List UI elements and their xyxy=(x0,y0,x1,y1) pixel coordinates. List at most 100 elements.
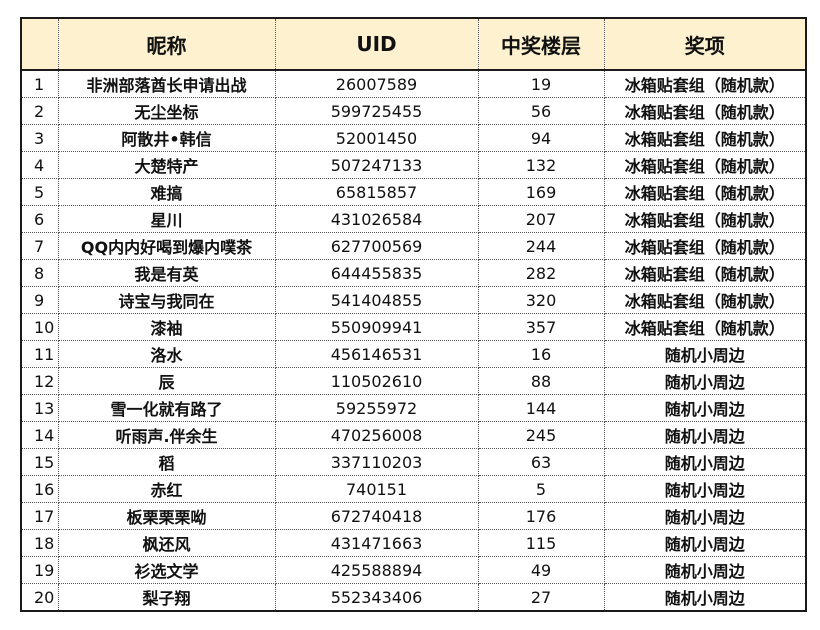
prize-cell: 冰箱贴套组（随机款） xyxy=(603,259,807,287)
uid-cell: 26007589 xyxy=(274,70,479,98)
prize-cell: 随机小周边 xyxy=(603,502,807,530)
row-number-cell: 12 xyxy=(20,367,59,395)
row-number-cell: 6 xyxy=(20,205,59,233)
table-row: 3 阿散井•韩信 52001450 94 冰箱贴套组（随机款） xyxy=(20,124,807,152)
uid-cell: 431026584 xyxy=(274,205,479,233)
floor-cell: 282 xyxy=(477,259,605,287)
floor-cell: 5 xyxy=(477,475,605,503)
row-number-cell: 20 xyxy=(20,583,59,612)
prize-cell: 随机小周边 xyxy=(603,421,807,449)
row-number-cell: 16 xyxy=(20,475,59,503)
floor-cell: 169 xyxy=(477,178,605,206)
prize-cell: 随机小周边 xyxy=(603,556,807,584)
table-row: 13 雪一化就有路了 59255972 144 随机小周边 xyxy=(20,394,807,422)
floor-cell: 19 xyxy=(477,70,605,98)
uid-cell: 59255972 xyxy=(274,394,479,422)
table-row: 18 枫还风 431471663 115 随机小周边 xyxy=(20,529,807,557)
prize-cell: 冰箱贴套组（随机款） xyxy=(603,232,807,260)
row-number-cell: 15 xyxy=(20,448,59,476)
floor-cell: 49 xyxy=(477,556,605,584)
nickname-cell: 星川 xyxy=(57,205,276,233)
row-number-cell: 9 xyxy=(20,286,59,314)
uid-cell: 627700569 xyxy=(274,232,479,260)
nickname-cell: 洛水 xyxy=(57,340,276,368)
uid-cell: 425588894 xyxy=(274,556,479,584)
uid-cell: 337110203 xyxy=(274,448,479,476)
uid-cell: 65815857 xyxy=(274,178,479,206)
row-number-cell: 13 xyxy=(20,394,59,422)
table-row: 7 QQ内内好喝到爆内噗茶 627700569 244 冰箱贴套组（随机款） xyxy=(20,232,807,260)
uid-cell: 110502610 xyxy=(274,367,479,395)
table-row: 6 星川 431026584 207 冰箱贴套组（随机款） xyxy=(20,205,807,233)
floor-cell: 88 xyxy=(477,367,605,395)
row-number-cell: 14 xyxy=(20,421,59,449)
uid-cell: 644455835 xyxy=(274,259,479,287)
row-number-cell: 3 xyxy=(20,124,59,152)
prize-cell: 冰箱贴套组（随机款） xyxy=(603,178,807,206)
prize-cell: 随机小周边 xyxy=(603,340,807,368)
prize-cell: 随机小周边 xyxy=(603,394,807,422)
winners-table: 昵称 UID 中奖楼层 奖项 1 非洲部落酋长申请出战 26007589 19 冰箱贴套… xyxy=(20,17,807,612)
prize-cell: 冰箱贴套组（随机款） xyxy=(603,286,807,314)
table-row: 1 非洲部落酋长申请出战 26007589 19 冰箱贴套组（随机款） xyxy=(20,70,807,98)
row-number-cell: 17 xyxy=(20,502,59,530)
row-number-cell: 2 xyxy=(20,97,59,125)
row-number-cell: 19 xyxy=(20,556,59,584)
table-header: 昵称 UID 中奖楼层 奖项 xyxy=(20,17,807,71)
prize-cell: 随机小周边 xyxy=(603,448,807,476)
prize-cell: 冰箱贴套组（随机款） xyxy=(603,151,807,179)
row-number-cell: 10 xyxy=(20,313,59,341)
uid-cell: 52001450 xyxy=(274,124,479,152)
nickname-cell: 枫还风 xyxy=(57,529,276,557)
row-number-cell: 5 xyxy=(20,178,59,206)
table-row: 8 我是有英 644455835 282 冰箱贴套组（随机款） xyxy=(20,259,807,287)
uid-cell: 456146531 xyxy=(274,340,479,368)
nickname-cell: 阿散井•韩信 xyxy=(57,124,276,152)
uid-cell: 470256008 xyxy=(274,421,479,449)
table-row: 16 赤红 740151 5 随机小周边 xyxy=(20,475,807,503)
table-row: 10 漆袖 550909941 357 冰箱贴套组（随机款） xyxy=(20,313,807,341)
floor-cell: 27 xyxy=(477,583,605,612)
prize-cell: 冰箱贴套组（随机款） xyxy=(603,205,807,233)
floor-cell: 56 xyxy=(477,97,605,125)
table-row: 17 板栗栗栗呦 672740418 176 随机小周边 xyxy=(20,502,807,530)
row-number-cell: 8 xyxy=(20,259,59,287)
uid-cell: 550909941 xyxy=(274,313,479,341)
table-row: 15 稻 337110203 63 随机小周边 xyxy=(20,448,807,476)
floor-cell: 132 xyxy=(477,151,605,179)
nickname-cell: 雪一化就有路了 xyxy=(57,394,276,422)
table-row: 19 衫选文学 425588894 49 随机小周边 xyxy=(20,556,807,584)
nickname-cell: 难搞 xyxy=(57,178,276,206)
nickname-cell: 非洲部落酋长申请出战 xyxy=(57,70,276,98)
nickname-cell: 我是有英 xyxy=(57,259,276,287)
nickname-cell: 梨子翔 xyxy=(57,583,276,612)
prize-cell: 随机小周边 xyxy=(603,529,807,557)
table-row: 11 洛水 456146531 16 随机小周边 xyxy=(20,340,807,368)
table-row: 5 难搞 65815857 169 冰箱贴套组（随机款） xyxy=(20,178,807,206)
row-number-cell: 7 xyxy=(20,232,59,260)
header-row: 昵称 UID 中奖楼层 奖项 xyxy=(20,17,807,71)
floor-cell: 244 xyxy=(477,232,605,260)
uid-cell: 431471663 xyxy=(274,529,479,557)
floor-cell: 176 xyxy=(477,502,605,530)
nickname-cell: 板栗栗栗呦 xyxy=(57,502,276,530)
nickname-cell: 衫选文学 xyxy=(57,556,276,584)
header-uid: UID xyxy=(274,17,479,71)
prize-cell: 随机小周边 xyxy=(603,367,807,395)
nickname-cell: 稻 xyxy=(57,448,276,476)
header-prize: 奖项 xyxy=(603,17,807,71)
uid-cell: 541404855 xyxy=(274,286,479,314)
uid-cell: 740151 xyxy=(274,475,479,503)
floor-cell: 115 xyxy=(477,529,605,557)
floor-cell: 16 xyxy=(477,340,605,368)
floor-cell: 207 xyxy=(477,205,605,233)
row-number-cell: 11 xyxy=(20,340,59,368)
prize-cell: 冰箱贴套组（随机款） xyxy=(603,70,807,98)
nickname-cell: 诗宝与我同在 xyxy=(57,286,276,314)
table-row: 2 无尘坐标 599725455 56 冰箱贴套组（随机款） xyxy=(20,97,807,125)
row-number-cell: 1 xyxy=(20,70,59,98)
uid-cell: 599725455 xyxy=(274,97,479,125)
header-index xyxy=(20,17,59,71)
header-nickname: 昵称 xyxy=(57,17,276,71)
nickname-cell: 听雨声.伴余生 xyxy=(57,421,276,449)
